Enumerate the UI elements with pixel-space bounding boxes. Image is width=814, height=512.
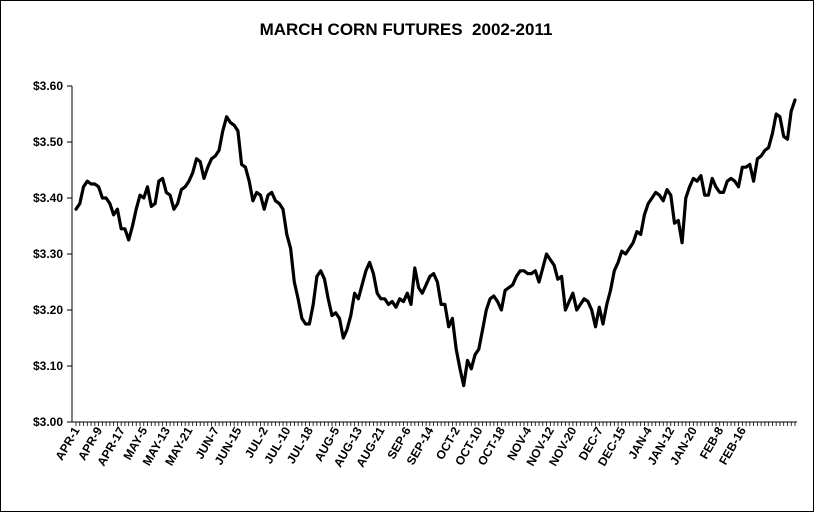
y-tick-label: $3.40 xyxy=(33,191,63,205)
y-tick-label: $3.50 xyxy=(33,135,63,149)
series-layer xyxy=(74,98,797,388)
series-line xyxy=(74,98,797,388)
x-axis-ticks: APR-1APR-9APR-17MAY-5MAY-13MAY-21JUN-7JU… xyxy=(52,422,796,470)
y-tick-label: $3.10 xyxy=(33,359,63,373)
y-axis-ticks: $3.00 $3.10 $3.20 $3.30 $3.40 $3.50 $3.60 xyxy=(33,79,72,429)
y-tick-label: $3.30 xyxy=(33,247,63,261)
y-tick-label: $3.20 xyxy=(33,303,63,317)
chart-axes xyxy=(71,86,797,423)
y-tick-label: $3.60 xyxy=(33,79,63,93)
chart-title: MARCH CORN FUTURES 2002-2011 xyxy=(259,20,553,39)
y-tick-label: $3.00 xyxy=(33,415,63,429)
